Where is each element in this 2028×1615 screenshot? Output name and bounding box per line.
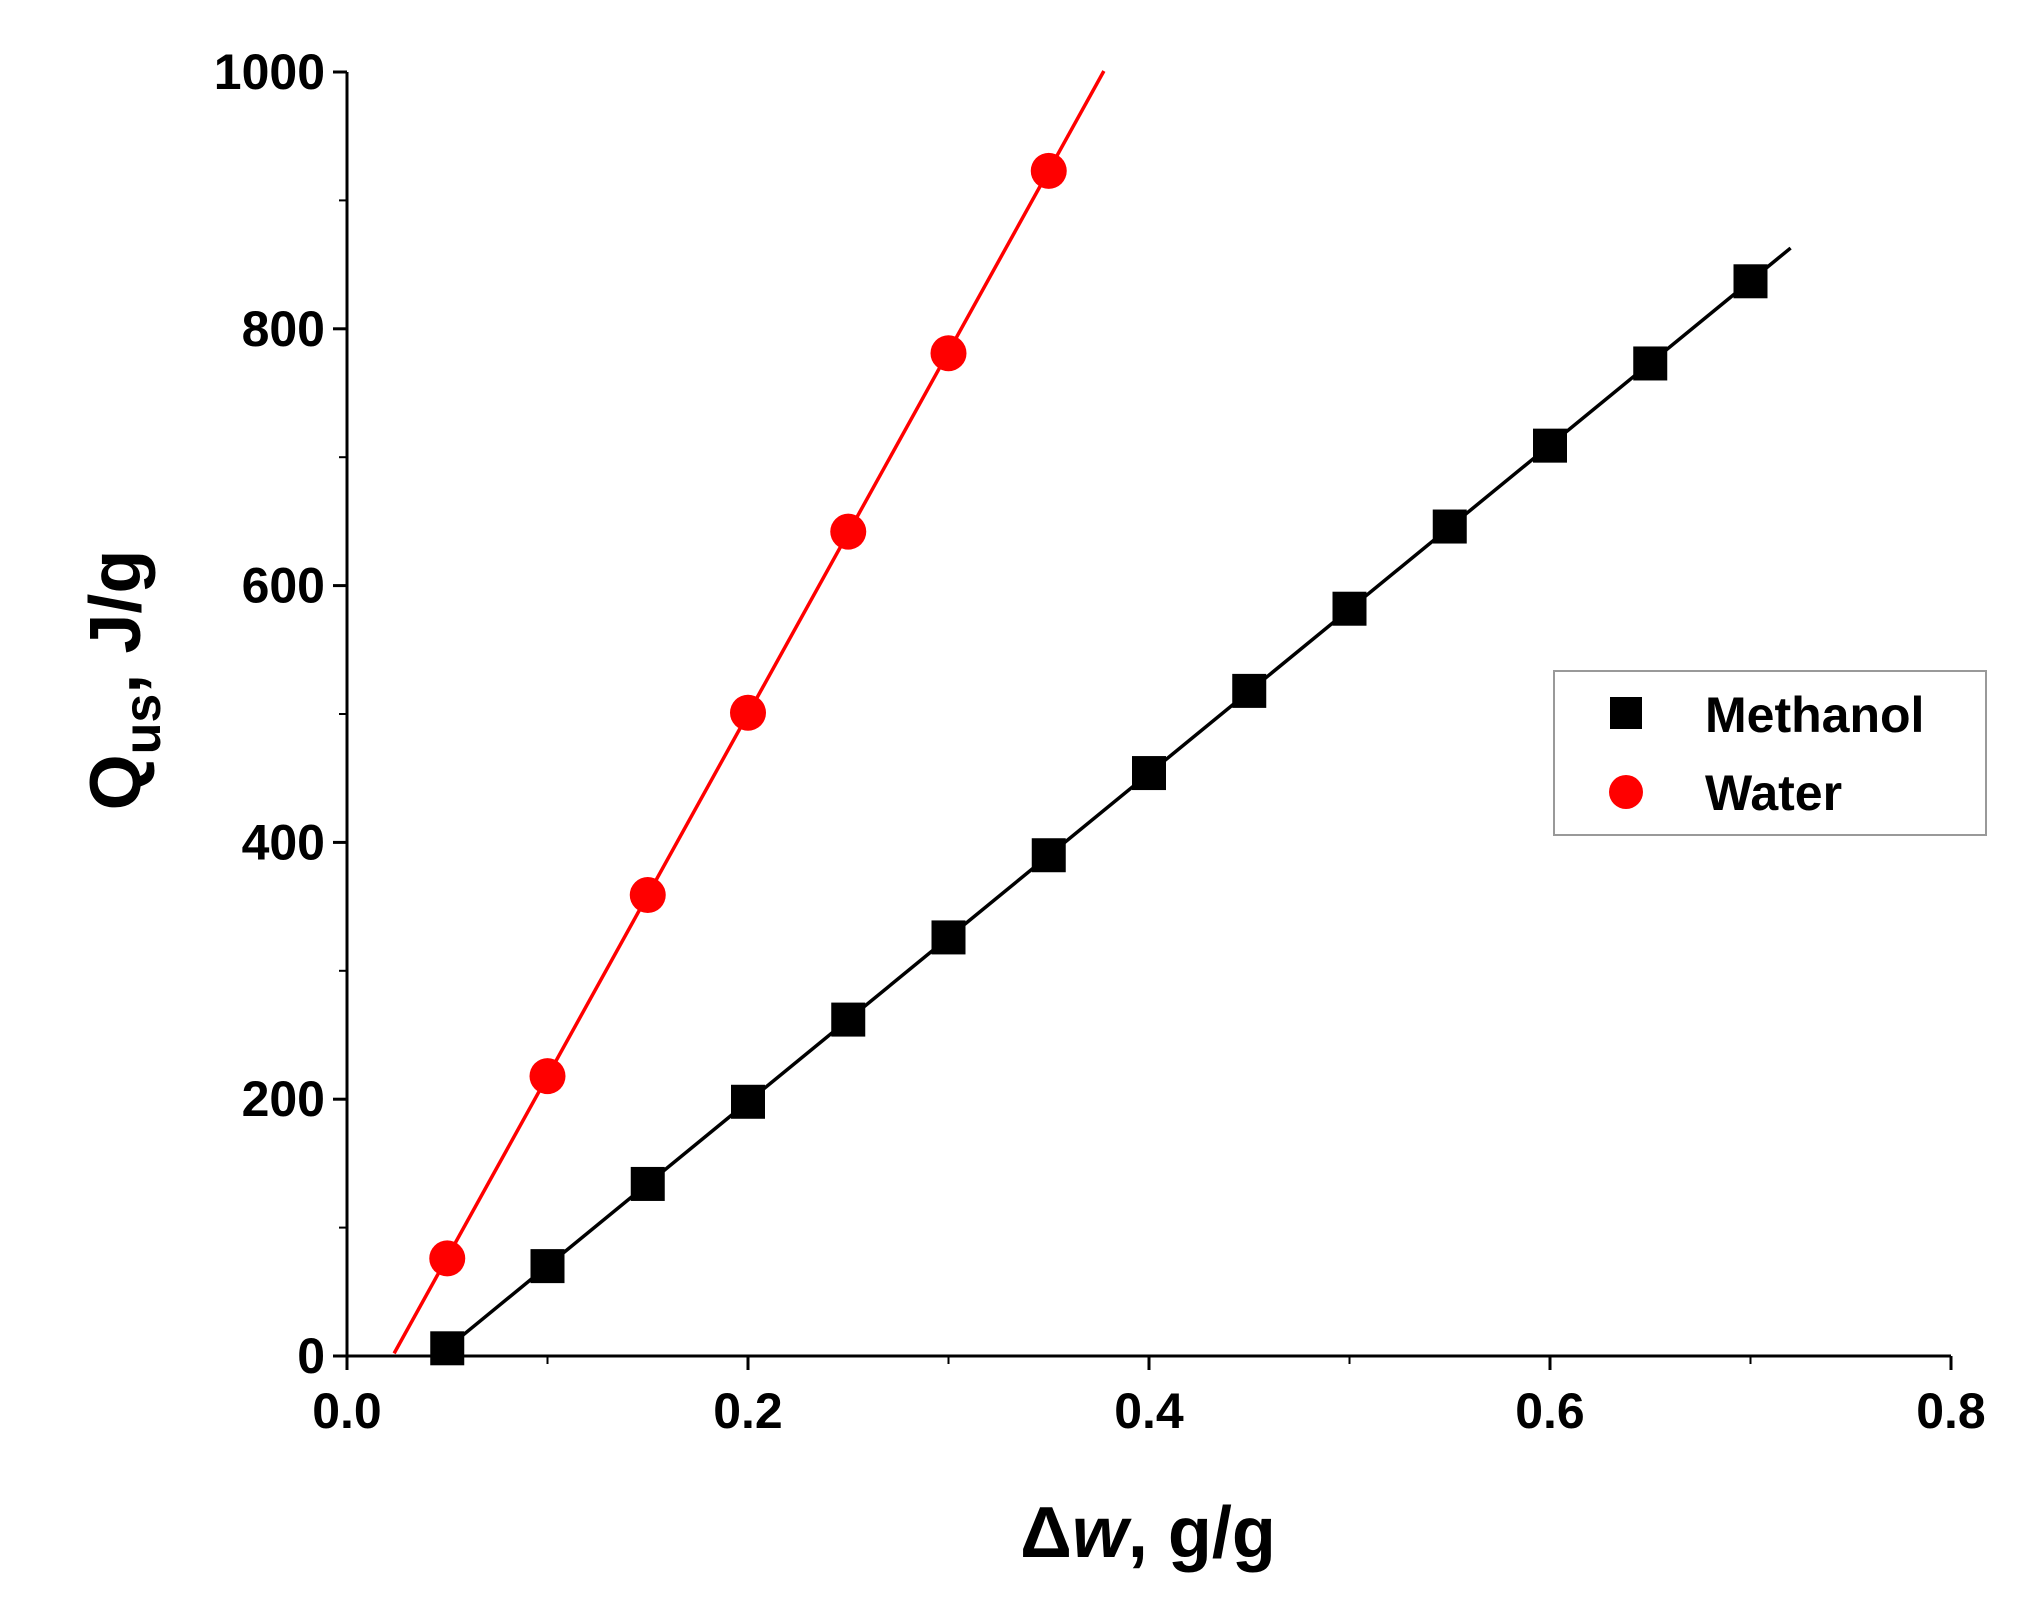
y-axis-title-base: Q	[76, 754, 156, 810]
x-tick-label: 0.6	[1515, 1383, 1585, 1439]
legend-label-water: Water	[1705, 765, 1842, 821]
x-axis-title-symbol: Δ	[1020, 1493, 1072, 1573]
x-tick-label: 0.2	[713, 1383, 783, 1439]
x-tick-label: 0.8	[1916, 1383, 1986, 1439]
point-water	[429, 1240, 466, 1277]
point-water	[730, 694, 766, 731]
legend-label-methanol: Methanol	[1705, 687, 1924, 743]
point-methanol	[931, 920, 966, 955]
point-water	[1030, 152, 1067, 189]
point-methanol	[1733, 264, 1768, 299]
data-points	[429, 152, 1768, 1366]
point-methanol	[630, 1166, 665, 1201]
legend-marker-water	[1609, 775, 1643, 809]
x-axis-title-unit: , g/g	[1128, 1493, 1276, 1573]
point-methanol	[1332, 591, 1367, 626]
point-methanol	[1432, 509, 1467, 544]
point-water	[629, 877, 666, 914]
point-methanol	[1132, 756, 1166, 791]
point-methanol	[1633, 346, 1668, 381]
point-methanol	[530, 1249, 565, 1284]
y-tick-label: 800	[242, 301, 325, 357]
fit-line-methanol	[459, 246, 1792, 1339]
y-axis-title: Qus, J/g	[76, 550, 172, 811]
y-axis-title-subscript: us	[114, 694, 172, 755]
x-tick-label: 0.4	[1114, 1383, 1184, 1439]
y-axis-ticks: 0 200 400 600 800 1000	[214, 44, 347, 1384]
x-axis-title: Δw, g/g	[1020, 1493, 1276, 1573]
x-tick-label: 0.0	[312, 1383, 382, 1439]
y-tick-label: 600	[242, 558, 325, 614]
point-methanol	[1533, 428, 1567, 463]
x-axis-title-variable: w	[1072, 1493, 1132, 1573]
point-methanol	[430, 1331, 465, 1366]
legend-marker-methanol	[1610, 697, 1642, 729]
y-tick-label: 1000	[214, 44, 325, 100]
point-methanol	[1031, 838, 1066, 873]
y-tick-label: 0	[297, 1328, 325, 1384]
point-water	[830, 513, 867, 550]
y-axis-title-unit: , J/g	[76, 550, 156, 694]
y-tick-label: 200	[242, 1071, 325, 1127]
legend: Methanol Water	[1553, 670, 1987, 836]
point-water	[930, 335, 967, 372]
point-methanol	[731, 1084, 765, 1119]
point-methanol	[831, 1002, 866, 1037]
x-axis-ticks: 0.0 0.2 0.4 0.6 0.8	[312, 1356, 1986, 1439]
y-tick-label: 400	[242, 814, 325, 870]
point-methanol	[1232, 673, 1267, 708]
point-water	[529, 1058, 566, 1095]
